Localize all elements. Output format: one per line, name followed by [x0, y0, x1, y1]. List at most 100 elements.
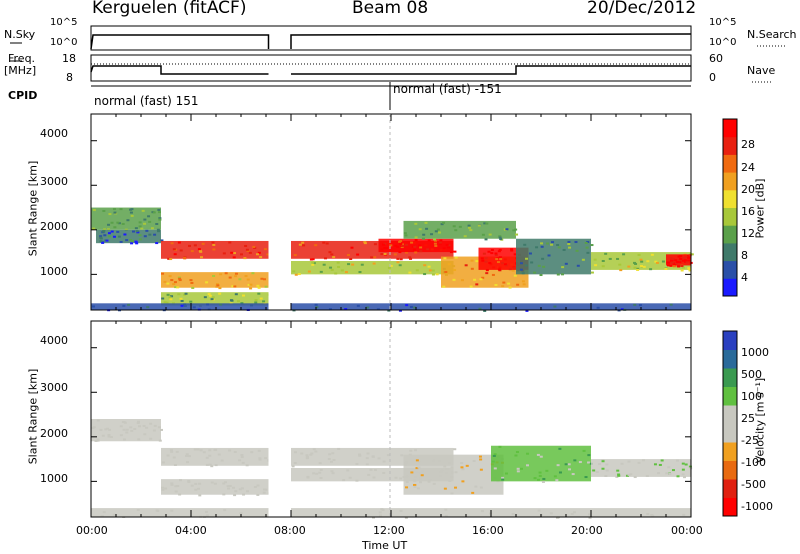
power-speckle	[136, 231, 140, 234]
power-speckle	[470, 259, 474, 262]
velocity-speckle	[479, 468, 483, 471]
power-speckle	[463, 235, 467, 238]
power-speckle	[533, 271, 537, 274]
power-speckle	[639, 258, 643, 261]
power-speckle	[138, 225, 142, 228]
velocity-speckle	[386, 454, 390, 457]
velocity-colorbar-swatch	[723, 497, 737, 517]
velocity-speckle	[94, 439, 98, 442]
velocity-speckle	[657, 472, 661, 475]
power-speckle	[387, 309, 391, 312]
power-region-0	[91, 207, 161, 230]
velocity-speckle	[592, 469, 596, 472]
power-speckle	[494, 253, 498, 256]
velocity-speckle	[681, 462, 685, 465]
power-speckle	[219, 273, 223, 276]
velocity-speckle	[460, 466, 464, 469]
power-speckle	[389, 264, 393, 267]
power-speckle	[168, 296, 172, 299]
power-speckle	[254, 299, 258, 302]
power-speckle	[507, 282, 511, 285]
power-speckle	[418, 228, 422, 231]
power-speckle	[170, 242, 174, 245]
power-speckle	[664, 268, 668, 271]
power-speckle	[484, 257, 488, 260]
power-speckle	[454, 229, 458, 232]
power-speckle	[138, 238, 142, 241]
power-speckle	[108, 213, 112, 216]
velocity-speckle	[658, 463, 662, 466]
velocity-speckle	[213, 482, 217, 485]
power-colorbar-swatch	[723, 136, 737, 155]
velocity-speckle	[472, 459, 476, 462]
power-speckle	[189, 279, 193, 282]
velocity-speckle	[410, 471, 414, 474]
power-speckle	[688, 269, 692, 272]
power-speckle	[138, 234, 142, 237]
power-speckle	[500, 262, 504, 265]
power-speckle	[550, 243, 554, 246]
power-speckle	[337, 265, 341, 268]
power-speckle	[519, 262, 523, 265]
velocity-speckle	[371, 516, 375, 519]
power-speckle	[447, 244, 451, 247]
power-speckle	[229, 299, 233, 302]
velocity-speckle	[240, 456, 244, 459]
velocity-speckle	[405, 486, 409, 489]
power-speckle	[670, 261, 674, 264]
velocity-speckle	[157, 426, 161, 429]
power-speckle	[503, 263, 507, 266]
velocity-speckle	[346, 469, 350, 472]
power-speckle	[102, 209, 106, 212]
freq-tick-bottom: 8	[66, 71, 73, 84]
power-ytick-3000: 3000	[40, 175, 68, 188]
velocity-speckle	[184, 454, 188, 457]
power-speckle	[252, 246, 256, 249]
velocity-speckle	[173, 463, 177, 466]
power-speckle	[521, 272, 525, 275]
power-speckle	[116, 221, 120, 224]
velocity-speckle	[454, 486, 458, 489]
power-speckle	[498, 236, 502, 239]
velocity-speckle	[137, 438, 141, 441]
velocity-speckle	[372, 476, 376, 479]
power-speckle	[687, 267, 691, 270]
velocity-speckle	[688, 465, 692, 468]
velocity-speckle	[617, 473, 621, 476]
power-speckle	[212, 248, 216, 251]
velocity-speckle	[601, 467, 605, 470]
velocity-speckle	[187, 479, 191, 482]
velocity-speckle	[306, 476, 310, 479]
freq-series-a	[90, 65, 269, 75]
power-speckle	[485, 269, 489, 272]
velocity-speckle	[291, 465, 295, 468]
velocity-speckle	[232, 486, 236, 489]
power-speckle	[453, 250, 457, 253]
velocity-speckle	[137, 420, 141, 423]
velocity-speckle	[112, 513, 116, 516]
power-speckle	[121, 222, 125, 225]
velocity-speckle	[178, 479, 182, 482]
velocity-speckle	[555, 479, 559, 482]
power-speckle	[255, 253, 259, 256]
power-speckle	[177, 276, 181, 279]
power-speckle	[168, 275, 172, 278]
nsearch-label: N.Search	[747, 28, 797, 41]
power-speckle	[619, 269, 623, 272]
velocity-colorbar-swatch	[723, 460, 737, 480]
power-speckle	[322, 263, 326, 266]
power-speckle	[633, 261, 637, 264]
xtick-0400: 04:00	[175, 524, 207, 537]
velocity-speckle	[501, 478, 505, 481]
velocity-speckle	[319, 468, 323, 471]
freq-label: Freq.	[8, 52, 36, 65]
velocity-speckle	[371, 455, 375, 458]
power-speckle	[530, 261, 534, 264]
velocity-speckle	[142, 424, 146, 427]
power-speckle	[677, 255, 681, 258]
velocity-speckle	[238, 459, 242, 462]
power-speckle	[232, 252, 236, 255]
power-speckle	[505, 264, 509, 267]
velocity-speckle	[637, 461, 641, 464]
velocity-colorbar-frame	[722, 330, 738, 517]
